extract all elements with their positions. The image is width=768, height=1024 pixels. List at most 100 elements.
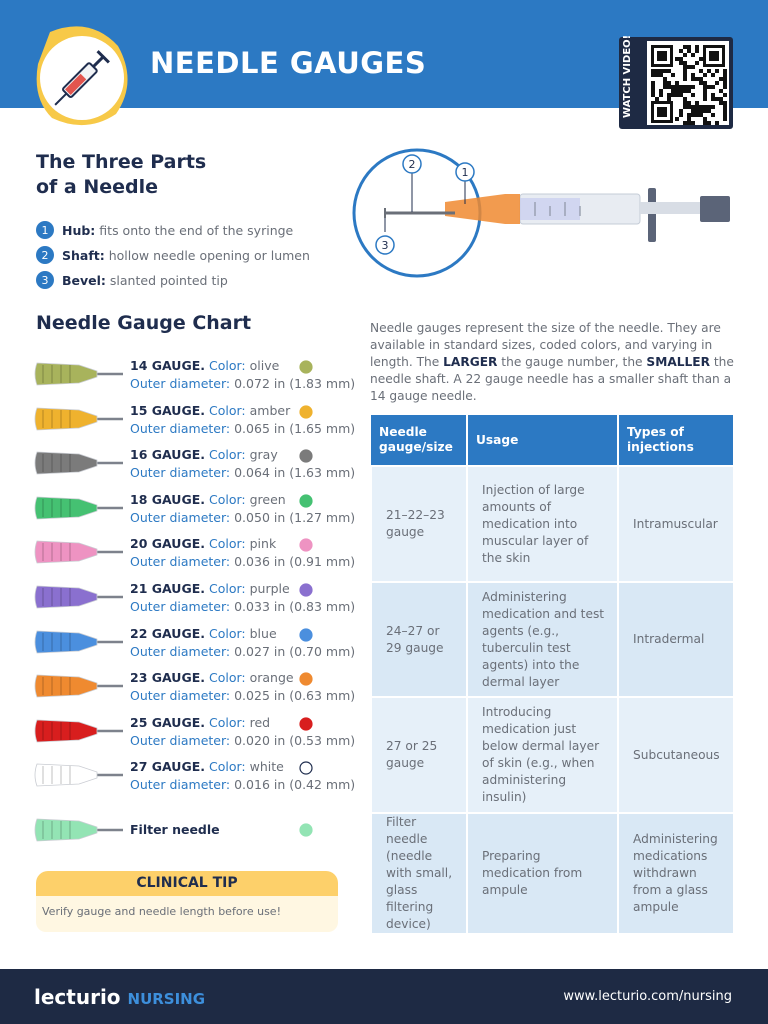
qr-cell: [723, 77, 727, 81]
table-cell: 24–27 or 29 gauge: [370, 581, 468, 698]
qr-cell: [683, 89, 687, 93]
qr-cell: [707, 105, 711, 109]
qr-cell: [667, 85, 671, 89]
intro-text: LARGER: [443, 355, 498, 369]
qr-finder: [657, 107, 667, 117]
qr-cell: [691, 77, 695, 81]
table-cell: Filter needle (needle with small, glass …: [370, 812, 468, 935]
gauge-line: 25 GAUGE. Color: red: [130, 714, 355, 732]
footer-url[interactable]: www.lecturio.com/nursing: [563, 989, 732, 1004]
gauge-line: 15 GAUGE. Color: amber: [130, 402, 355, 420]
gauge-line: 23 GAUGE. Color: orange: [130, 669, 355, 687]
needle-hub: [34, 630, 98, 654]
qr-cell: [719, 101, 723, 105]
qr-cell: [711, 113, 715, 117]
qr-cell: [667, 93, 671, 97]
qr-cell: [691, 109, 695, 113]
color-label: Color:: [208, 581, 246, 596]
qr-cell: [675, 117, 679, 121]
qr-cell: [719, 77, 723, 81]
qr-cell: [699, 77, 703, 81]
logo-icon: [36, 26, 128, 126]
table-cell: Subcutaneous: [617, 696, 735, 814]
part-text: Shaft: hollow needle opening or lumen: [62, 248, 310, 263]
qr-cell: [695, 61, 699, 65]
intro-text: SMALLER: [646, 355, 711, 369]
needle-image: [34, 362, 123, 386]
qr-cell: [691, 93, 695, 97]
diameter-line: Outer diameter: 0.064 in (1.63 mm): [130, 464, 355, 482]
color-swatch: [299, 494, 313, 508]
color-name: gray: [249, 447, 278, 463]
part-name: Hub:: [62, 222, 96, 238]
qr-cell: [675, 85, 679, 89]
table-row: 27 or 25 gauge Introducing medication jus…: [370, 696, 735, 814]
color-swatch: [299, 672, 313, 686]
qr-cell: [687, 65, 691, 69]
needle-hub: [34, 818, 98, 842]
qr-label: WATCH VIDEO!: [622, 34, 633, 118]
diameter-value: 0.036 in (0.91 mm): [234, 554, 356, 570]
diameter-line: Outer diameter: 0.065 in (1.65 mm): [130, 420, 355, 438]
qr-cell: [723, 101, 727, 105]
qr-cell: [695, 109, 699, 113]
qr-cell: [711, 73, 715, 77]
diameter-value: 0.016 in (0.42 mm): [234, 777, 356, 793]
color-swatch: [299, 538, 313, 552]
table-cell: Administering medication and test agents…: [466, 581, 619, 698]
gauge-line: 20 GAUGE. Color: pink: [130, 535, 355, 553]
qr-cell: [687, 101, 691, 105]
qr-cell: [687, 113, 691, 117]
qr-cell: [663, 69, 667, 73]
gauge-size: 22 GAUGE.: [130, 625, 205, 641]
qr-code[interactable]: [647, 41, 729, 125]
part-description: fits onto the end of the syringe: [99, 222, 294, 238]
gauge-size: 18 GAUGE.: [130, 491, 205, 507]
gauge-size: 15 GAUGE.: [130, 402, 205, 418]
table-header: Types of injections: [618, 415, 735, 466]
section-title: Needle Gauge Chart: [36, 312, 252, 334]
qr-cell: [683, 105, 687, 109]
gauge-line: 14 GAUGE. Color: olive: [130, 357, 355, 375]
filter-label: Filter needle: [130, 822, 220, 837]
part-number: 2: [36, 246, 54, 264]
color-name: white: [249, 759, 284, 775]
qr-cell: [719, 89, 723, 93]
color-swatch: [299, 449, 313, 463]
diameter-value: 0.050 in (1.27 mm): [234, 509, 356, 525]
diameter-line: Outer diameter: 0.050 in (1.27 mm): [130, 509, 355, 527]
color-label: Color:: [208, 759, 246, 775]
table-cell: 27 or 25 gauge: [370, 696, 468, 814]
qr-cell: [651, 73, 655, 77]
qr-cell: [719, 97, 723, 101]
needle-image: [34, 451, 123, 475]
intro-text: the needle shaft. A 22 gauge needle has …: [370, 355, 734, 403]
needle-diagram: 1 2 3: [352, 148, 730, 278]
qr-cell: [703, 105, 707, 109]
page-title: NEEDLE GAUGES: [150, 46, 427, 80]
gauge-row: 27 GAUGE. Color: white Outer diameter: 0.…: [130, 758, 355, 794]
qr-box: [619, 37, 733, 129]
qr-cell: [723, 93, 727, 97]
qr-cell: [699, 105, 703, 109]
qr-cell: [683, 73, 687, 77]
footer-band: [0, 969, 768, 1024]
qr-cell: [651, 81, 655, 85]
qr-cell: [723, 105, 727, 109]
qr-cell: [667, 97, 671, 101]
qr-cell: [699, 69, 703, 73]
qr-cell: [679, 49, 683, 53]
table-header: Usage: [467, 415, 619, 466]
qr-cell: [679, 93, 683, 97]
needle-image: [34, 719, 123, 743]
qr-cell: [711, 93, 715, 97]
qr-cell: [683, 97, 687, 101]
needle-hub: [34, 719, 98, 743]
color-name: olive: [249, 358, 280, 373]
gauge-line: 16 GAUGE. Color: gray: [130, 446, 355, 464]
part-description: hollow needle opening or lumen: [108, 247, 310, 263]
part-item: 3 Bevel: slanted pointed tip: [36, 271, 228, 289]
qr-cell: [699, 113, 703, 117]
part-description: slanted pointed tip: [109, 272, 228, 288]
